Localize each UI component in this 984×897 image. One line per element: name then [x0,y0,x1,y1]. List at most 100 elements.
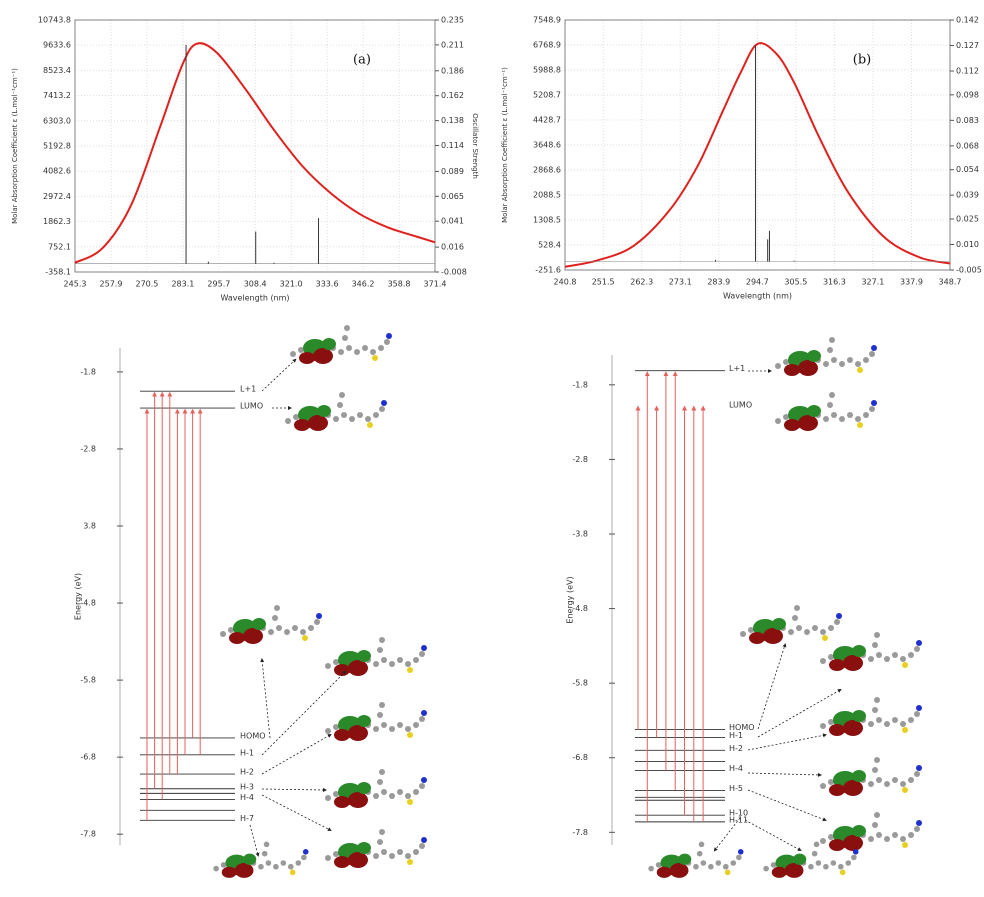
y-tick-label: -4.8 [80,599,96,608]
x-tick-label: 305.5 [784,278,807,287]
y-tick-label: 528.4 [538,241,561,250]
orbital-image [325,769,427,808]
y2-tick-label: 0.089 [441,167,464,176]
annotation: (a) [353,53,371,68]
x-tick-label: 257.9 [100,280,123,289]
y-axis-label: Molar Absorption Coefficient ε (L.mol⁻¹c… [501,67,509,223]
y-tick-label: 9633.6 [43,41,71,50]
y-tick-label: 2972.4 [43,192,71,201]
x-tick-label: 283.9 [707,278,730,287]
annotation: (b) [853,53,871,68]
x-tick-label: 321.0 [280,280,303,289]
y2-tick-label: 0.025 [956,214,979,223]
orbital-arrow [262,789,325,790]
level-label: H-4 [729,764,743,773]
y2-tick-label: 0.039 [956,191,979,200]
level-label: LUMO [729,400,752,409]
y-tick-label: -6.8 [80,753,96,762]
orbital-arrow [262,795,330,830]
x-tick-label: 346.2 [352,280,375,289]
y-tick-label: 2868.6 [533,166,561,175]
y-tick-label: -7.8 [80,830,96,839]
y-tick-label: 6768.9 [533,40,561,49]
y2-tick-label: -0.008 [441,268,467,277]
y-tick-label: -7.8 [572,828,588,837]
orbital-arrow [748,790,825,820]
orbital-image [325,637,427,676]
y-tick-label: 3.8 [83,521,96,530]
y-tick-label: 6303.0 [43,116,71,125]
x-tick-label: 294.7 [746,278,769,287]
y-tick-label: 5192.8 [43,142,71,151]
x-tick-label: 245.3 [64,280,87,289]
level-label: H-4 [240,793,254,802]
orbital-image [213,842,308,878]
orbital-image [325,829,427,868]
x-tick-label: 262.3 [630,278,653,287]
level-label: H-5 [729,784,743,793]
y-tick-label: -5.8 [572,679,588,688]
orbital-arrow [745,820,800,850]
level-label: H-11 [729,815,748,824]
x-tick-label: 316.3 [823,278,846,287]
orbital-image [820,632,922,671]
y2-tick-label: 0.041 [441,217,464,226]
y2-tick-label: 0.112 [956,67,979,76]
orbital-image [775,337,877,376]
y-axis-label: Molar Absorption Coefficient ε (L.mol⁻¹c… [11,68,19,224]
level-label: L+1 [240,385,256,394]
orbital-arrow [748,735,825,750]
x-tick-label: 251.5 [592,278,615,287]
level-label: H-3 [240,782,254,791]
y-tick-label: 4428.7 [533,116,561,125]
y-tick-label: -4.8 [572,604,588,613]
y-tick-label: 752.1 [48,242,71,251]
orbital-arrow [262,660,270,738]
y2-tick-label: 0.054 [956,165,979,174]
orbital-arrow [262,672,345,755]
orbital-arrow [262,735,330,774]
y2-tick-label: 0.010 [956,240,979,249]
y-tick-label: -2.8 [80,444,96,453]
y-tick-label: 3648.6 [533,141,561,150]
y-tick-label: -6.8 [572,753,588,762]
y-tick-label: 7548.9 [533,16,561,25]
orbital-image [285,392,387,431]
y2-tick-label: 0.162 [441,91,464,100]
x-tick-label: 308.4 [244,280,267,289]
orbital-image [325,702,427,741]
y2-axis-label: Oscillator Strength [471,113,479,179]
y2-tick-label: 0.114 [441,141,464,150]
y2-tick-label: 0.083 [956,116,979,125]
x-tick-label: 295.7 [207,280,230,289]
y-tick-label: 4082.6 [43,167,71,176]
x-axis-label: Wavelength (nm) [723,292,792,301]
orbital-arrow [758,645,785,729]
level-label: H-1 [240,748,254,757]
y2-tick-label: 0.211 [441,40,464,49]
y-tick-label: 1862.3 [43,217,71,226]
orbital-image [820,812,922,851]
x-tick-label: 273.1 [669,278,692,287]
orbital-image [740,605,842,644]
y2-tick-label: 0.138 [441,116,464,125]
y2-tick-label: 0.235 [441,16,464,25]
y2-tick-label: 0.186 [441,66,464,75]
y2-tick-label: 0.098 [956,90,979,99]
orbital-arrow [250,825,258,855]
x-tick-label: 240.8 [554,278,577,287]
orbital-arrow [262,360,295,391]
y-tick-label: 8523.4 [43,66,71,75]
x-tick-label: 270.5 [135,280,158,289]
y2-tick-label: 0.065 [441,192,464,201]
x-tick-label: 337.9 [900,278,923,287]
level-label: H-2 [240,768,254,777]
orbital-image [820,697,922,736]
y-tick-label: -2.8 [572,455,588,464]
level-label: HOMO [240,731,266,740]
x-tick-label: 327.1 [861,278,884,287]
y-tick-label: -3.8 [572,529,588,538]
orbital-arrows [250,360,840,855]
y-tick-label: -358.1 [45,268,71,277]
level-label: L+1 [729,364,745,373]
